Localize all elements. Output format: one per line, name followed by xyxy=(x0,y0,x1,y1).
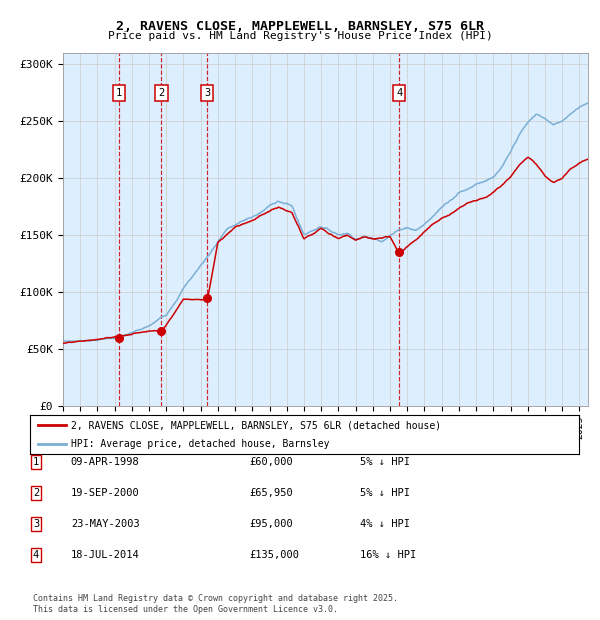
Text: Price paid vs. HM Land Registry's House Price Index (HPI): Price paid vs. HM Land Registry's House … xyxy=(107,31,493,41)
Text: £135,000: £135,000 xyxy=(249,550,299,560)
Text: £65,950: £65,950 xyxy=(249,488,293,498)
Text: 18-JUL-2014: 18-JUL-2014 xyxy=(71,550,140,560)
Text: 2, RAVENS CLOSE, MAPPLEWELL, BARNSLEY, S75 6LR (detached house): 2, RAVENS CLOSE, MAPPLEWELL, BARNSLEY, S… xyxy=(71,420,442,430)
Text: 2, RAVENS CLOSE, MAPPLEWELL, BARNSLEY, S75 6LR: 2, RAVENS CLOSE, MAPPLEWELL, BARNSLEY, S… xyxy=(116,20,484,33)
Text: 09-APR-1998: 09-APR-1998 xyxy=(71,457,140,467)
Text: 1: 1 xyxy=(116,88,122,99)
Text: 4: 4 xyxy=(33,550,39,560)
Text: Contains HM Land Registry data © Crown copyright and database right 2025.
This d: Contains HM Land Registry data © Crown c… xyxy=(33,595,398,614)
Text: 2: 2 xyxy=(158,88,164,99)
Text: 3: 3 xyxy=(33,519,39,529)
Text: 4% ↓ HPI: 4% ↓ HPI xyxy=(360,519,410,529)
Text: 3: 3 xyxy=(204,88,211,99)
Text: 5% ↓ HPI: 5% ↓ HPI xyxy=(360,488,410,498)
Text: 5% ↓ HPI: 5% ↓ HPI xyxy=(360,457,410,467)
Text: 16% ↓ HPI: 16% ↓ HPI xyxy=(360,550,416,560)
Text: 4: 4 xyxy=(396,88,403,99)
Text: HPI: Average price, detached house, Barnsley: HPI: Average price, detached house, Barn… xyxy=(71,439,329,449)
Text: 1: 1 xyxy=(33,457,39,467)
Text: 19-SEP-2000: 19-SEP-2000 xyxy=(71,488,140,498)
Text: 2: 2 xyxy=(33,488,39,498)
Text: £60,000: £60,000 xyxy=(249,457,293,467)
Text: 23-MAY-2003: 23-MAY-2003 xyxy=(71,519,140,529)
Text: £95,000: £95,000 xyxy=(249,519,293,529)
